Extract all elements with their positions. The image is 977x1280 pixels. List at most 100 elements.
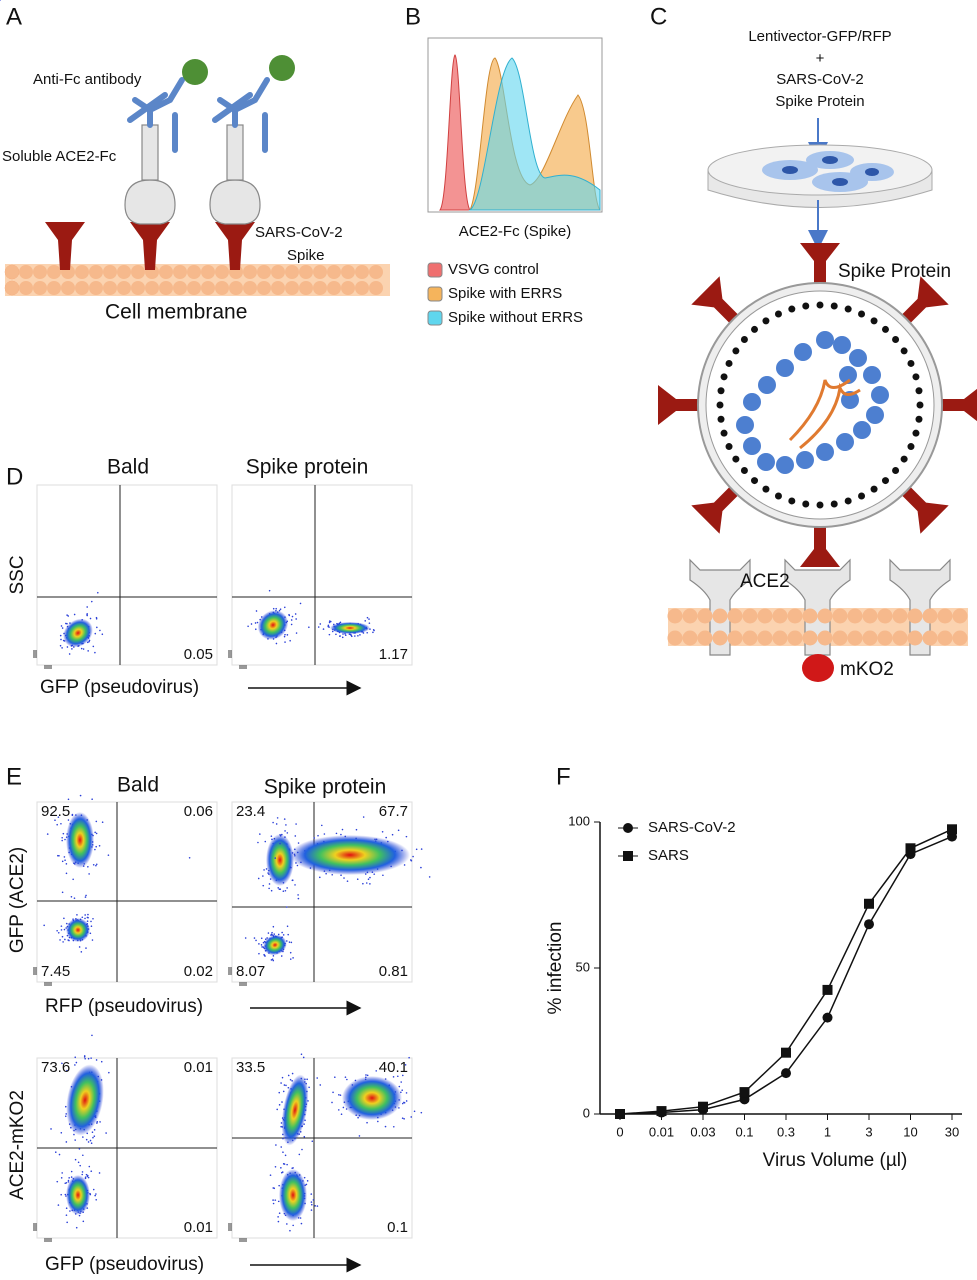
- event-dot: [101, 821, 104, 824]
- bead: [313, 281, 327, 295]
- bead: [201, 265, 215, 279]
- rna: [799, 382, 861, 450]
- event-dot: [77, 1161, 80, 1164]
- event-dot: [65, 872, 68, 875]
- bead: [89, 265, 103, 279]
- event-dot: [377, 1120, 379, 1123]
- matrix-dot: [907, 359, 915, 367]
- event-dot: [262, 875, 264, 877]
- event-dot: [255, 939, 257, 942]
- matrix-dot: [720, 373, 728, 381]
- event-dot: [54, 819, 56, 822]
- plot-title: Bald: [117, 774, 159, 797]
- x-tick-label: 0.3: [777, 1124, 795, 1139]
- event-dot: [100, 1060, 103, 1063]
- event-dot: [306, 1180, 309, 1182]
- matrix-dot: [916, 401, 924, 409]
- density-core: [342, 1076, 402, 1120]
- event-dot: [291, 1167, 294, 1170]
- event-dot: [85, 1138, 88, 1141]
- event-dot: [299, 602, 302, 605]
- event-dot: [270, 889, 273, 892]
- event-dot: [85, 947, 87, 949]
- density-core: [63, 618, 93, 648]
- matrix-dot: [802, 302, 810, 310]
- event-dot: [296, 864, 299, 867]
- event-dot: [280, 1167, 282, 1169]
- event-dot: [82, 648, 85, 650]
- event-dot: [277, 933, 280, 936]
- event-dot: [404, 1064, 407, 1066]
- event-dot: [43, 924, 45, 927]
- event-dot: [73, 897, 76, 899]
- bead: [145, 281, 159, 295]
- event-dot: [339, 1094, 342, 1096]
- event-dot: [275, 607, 277, 610]
- event-dot: [87, 865, 89, 868]
- spike: [691, 276, 738, 323]
- bead: [285, 281, 299, 295]
- event-dot: [260, 937, 263, 940]
- event-dot: [368, 618, 370, 620]
- event-dot: [56, 823, 58, 826]
- capsid: [736, 416, 754, 434]
- event-dot: [82, 1220, 85, 1223]
- bead: [772, 630, 788, 646]
- density: [331, 1056, 423, 1137]
- matrix-dot: [774, 310, 782, 318]
- event-dot: [67, 1179, 70, 1182]
- spike: [800, 243, 840, 283]
- bead: [787, 608, 803, 624]
- panel-a-illustration: [4, 55, 390, 296]
- event-dot: [58, 1153, 61, 1156]
- event-dot: [65, 1141, 68, 1143]
- event-dot: [369, 876, 371, 879]
- event-dot: [105, 1132, 107, 1134]
- event-dot: [281, 1101, 283, 1103]
- event-dot: [98, 1172, 101, 1174]
- bead: [187, 265, 201, 279]
- spike: [691, 487, 738, 534]
- marker: [822, 984, 833, 995]
- event-dot: [366, 1074, 369, 1077]
- event-dot: [94, 632, 97, 635]
- event-dot: [87, 1176, 90, 1179]
- event-dot: [412, 855, 414, 858]
- event-dot: [70, 895, 73, 898]
- event-dot: [375, 1070, 378, 1072]
- matrix-dot: [858, 310, 866, 318]
- event-dot: [403, 1101, 406, 1104]
- event-dot: [66, 1221, 68, 1224]
- event-dot: [328, 621, 331, 624]
- event-dot: [101, 633, 104, 636]
- event-dot: [280, 1146, 283, 1148]
- bead: [131, 265, 145, 279]
- quadrant-value: 0.01: [184, 1059, 213, 1076]
- density-core: [263, 934, 287, 956]
- matrix-dot: [881, 477, 889, 485]
- bead: [907, 608, 923, 624]
- y-tick-label: 100: [568, 813, 590, 828]
- event-dot: [98, 844, 101, 847]
- matrix-dot: [762, 317, 770, 325]
- event-dot: [247, 625, 249, 628]
- event-dot: [95, 1193, 97, 1195]
- bead: [19, 281, 33, 295]
- event-dot: [74, 1158, 77, 1161]
- event-dot: [306, 1078, 308, 1081]
- title-line: Spike Protein: [775, 93, 864, 110]
- event-dot: [257, 841, 259, 844]
- bead: [937, 630, 953, 646]
- capsid: [839, 366, 857, 384]
- bead: [369, 265, 383, 279]
- label-antibody: Anti-Fc antibody: [33, 71, 142, 88]
- event-dot: [382, 874, 384, 877]
- event-dot: [260, 944, 263, 946]
- event-dot: [57, 1204, 60, 1206]
- quadrant-value: 73.6: [41, 1059, 70, 1076]
- marker: [615, 1109, 625, 1119]
- density: [247, 589, 310, 645]
- bead: [103, 265, 117, 279]
- event-dot: [288, 613, 290, 616]
- event-dot: [66, 646, 69, 648]
